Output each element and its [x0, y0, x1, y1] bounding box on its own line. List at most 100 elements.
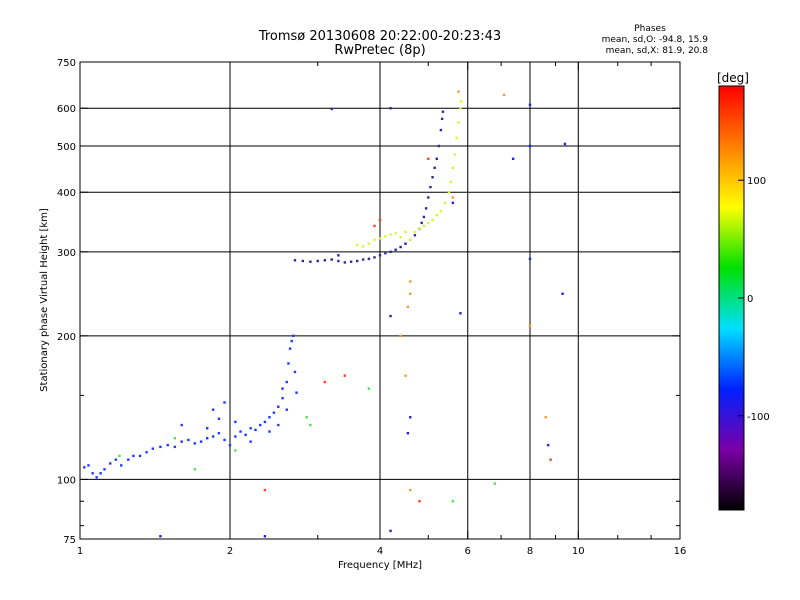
data-point [378, 218, 382, 222]
data-point [138, 454, 142, 458]
data-point [459, 107, 462, 110]
data-point [394, 248, 397, 251]
data-point [435, 214, 438, 217]
data-point [373, 238, 376, 241]
data-point [422, 215, 426, 219]
data-point [361, 245, 365, 248]
data-point [389, 529, 392, 533]
data-point [127, 458, 130, 461]
data-point [249, 427, 252, 430]
data-point [561, 292, 564, 295]
data-point [292, 334, 295, 338]
data-point [427, 196, 430, 199]
data-point [132, 454, 135, 458]
data-point [528, 257, 532, 261]
x-tick-label: 16 [674, 546, 687, 557]
data-point [394, 232, 397, 235]
data-point [343, 374, 347, 377]
data-point [87, 464, 90, 467]
data-point [263, 488, 267, 492]
data-point [355, 259, 359, 263]
data-point [223, 401, 226, 404]
data-point [435, 157, 438, 161]
data-point [493, 482, 497, 485]
data-point [159, 535, 162, 538]
data-point [277, 423, 280, 427]
data-point [285, 380, 288, 384]
data-point [563, 142, 567, 146]
chart-title: Tromsø 20130608 20:22:00-20:23:43 [258, 29, 501, 44]
y-tick-label: 600 [57, 104, 76, 115]
data-point [263, 535, 267, 538]
data-point [413, 230, 417, 234]
data-point [409, 416, 412, 419]
data-point [228, 443, 232, 447]
data-point [441, 110, 445, 113]
data-point [254, 428, 257, 432]
data-point [384, 235, 387, 238]
x-tick-label: 2 [227, 546, 233, 557]
data-point [109, 462, 112, 465]
data-point [549, 458, 552, 461]
data-point [205, 427, 209, 430]
y-tick-label: 300 [57, 248, 76, 259]
data-point [349, 260, 353, 263]
data-point [145, 451, 148, 454]
data-point [211, 435, 215, 438]
data-point [301, 259, 305, 263]
data-point [249, 440, 252, 443]
chart-subtitle: RwPretec (8p) [334, 43, 425, 58]
x-tick-label: 4 [377, 546, 383, 557]
x-tick-label: 10 [572, 546, 585, 557]
y-tick-label: 100 [57, 475, 76, 486]
data-point [384, 252, 387, 255]
data-point [389, 314, 392, 318]
data-point [378, 237, 382, 240]
colorbar-tick-label: 0 [747, 294, 753, 305]
data-point [399, 235, 402, 239]
data-point [217, 431, 221, 435]
data-point [281, 396, 284, 400]
data-point [422, 224, 426, 228]
data-point [378, 254, 382, 257]
colorbar-tick-label: -100 [747, 412, 770, 423]
data-point [437, 144, 441, 148]
data-point [389, 107, 392, 110]
data-point [455, 136, 458, 140]
data-point [439, 209, 443, 213]
data-point [404, 230, 407, 234]
data-point [277, 405, 280, 408]
y-tick-label: 200 [57, 332, 76, 343]
data-point [234, 435, 237, 438]
data-point [268, 430, 271, 433]
data-point [234, 449, 237, 452]
data-point [451, 166, 455, 170]
phases-x-stats: mean, sd,X: 81.9, 20.8 [606, 46, 709, 56]
y-tick-label: 400 [57, 188, 76, 199]
colorbar: [deg] 100 0 -100 [717, 71, 770, 511]
data-point [120, 464, 123, 467]
data-point [451, 201, 455, 205]
data-point [330, 258, 333, 261]
data-point [409, 238, 412, 241]
x-tick-label: 1 [77, 546, 83, 557]
data-point [453, 153, 456, 156]
data-point [443, 201, 447, 205]
grid-lines [80, 62, 680, 539]
data-point [330, 107, 333, 111]
data-point [187, 438, 190, 442]
data-point [287, 362, 290, 365]
data-point [502, 93, 506, 97]
data-point [272, 411, 276, 414]
data-point [268, 416, 271, 419]
data-point [367, 242, 371, 245]
data-point [431, 176, 434, 179]
data-point [459, 100, 463, 103]
data-point [217, 417, 221, 420]
y-axis-label: Stationary phase Virtual Height [km] [39, 208, 50, 392]
data-point [118, 454, 121, 458]
data-point [285, 408, 288, 411]
data-point [418, 227, 421, 231]
data-point [114, 458, 118, 461]
